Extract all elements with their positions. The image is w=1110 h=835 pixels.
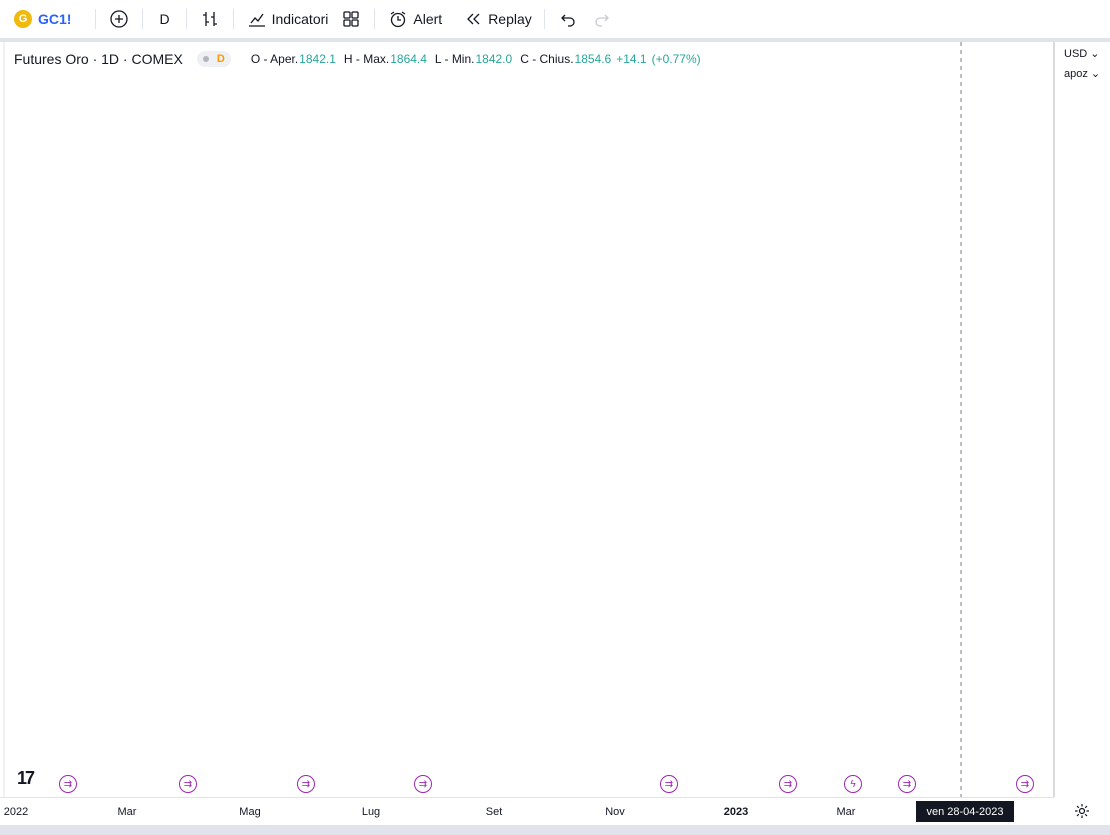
- event-marker-icon[interactable]: ⇉: [59, 775, 77, 793]
- toolbar-divider: [232, 9, 234, 29]
- event-marker-icon[interactable]: ⇉: [297, 775, 315, 793]
- interval-button[interactable]: D: [149, 0, 179, 38]
- layouts-button[interactable]: [334, 0, 368, 38]
- legend-open-value: 1842.1: [299, 52, 336, 66]
- event-marker-icon[interactable]: ⇉: [414, 775, 432, 793]
- indicators-label: Indicatori: [271, 11, 329, 27]
- currency-selector[interactable]: USD ⌄: [1064, 47, 1100, 60]
- chart-legend: Futures Oro · 1D · COMEX D O - Aper. 184…: [14, 49, 701, 69]
- compare-symbol-button[interactable]: [102, 0, 136, 38]
- market-status-badge[interactable]: D: [196, 51, 231, 67]
- legend-low-label: L - Min.: [434, 52, 475, 66]
- legend-low-value: 1842.0: [475, 52, 513, 66]
- replay-button[interactable]: Replay: [456, 0, 538, 38]
- legend-high-value: 1864.4: [390, 52, 427, 66]
- replay-label: Replay: [488, 11, 532, 27]
- currency-label: USD: [1064, 48, 1088, 60]
- toolbar-divider: [95, 9, 97, 29]
- alert-label: Alert: [413, 11, 443, 27]
- lightning-event-icon[interactable]: ϟ: [844, 775, 862, 793]
- event-marker-icon[interactable]: ⇉: [898, 775, 916, 793]
- gear-icon[interactable]: [1074, 803, 1090, 824]
- time-label: 2023: [723, 806, 749, 818]
- alert-button[interactable]: Alert: [381, 0, 448, 38]
- indicators-button[interactable]: Indicatori: [240, 0, 335, 38]
- chart-lines: [960, 42, 962, 797]
- chevron-down-icon: ⌄: [1090, 48, 1100, 60]
- bottom-band: [0, 825, 1110, 835]
- gold-logo-icon: G: [14, 10, 32, 28]
- time-label: Mar: [117, 806, 137, 818]
- event-marker-icon[interactable]: ⇉: [779, 775, 797, 793]
- toolbar-divider: [142, 9, 144, 29]
- symbol-name: GC1!: [38, 11, 72, 27]
- event-marker-icon[interactable]: ⇉: [179, 775, 197, 793]
- undo-icon: [557, 8, 579, 30]
- toolbar-separator-band: [0, 38, 1110, 42]
- time-label: Nov: [605, 806, 625, 818]
- bars-chart-icon: [199, 8, 221, 30]
- legend-close-label: C - Chius.: [520, 52, 574, 66]
- legend-close-value: 1854.6: [574, 52, 612, 66]
- legend-change-value: +14.1: [616, 52, 647, 66]
- toolbar-divider: [543, 9, 545, 29]
- legend-change-pct: (+0.77%): [651, 52, 701, 66]
- redo-icon: [591, 8, 613, 30]
- price-scale-background: [1055, 42, 1110, 797]
- indicators-icon: [246, 8, 268, 30]
- grid-layout-icon: [340, 8, 362, 30]
- unit-label: apoz: [1064, 68, 1088, 80]
- replay-icon: [462, 8, 484, 30]
- price-scale[interactable]: GCJ20231854.61713.41355.0: [996, 42, 1110, 797]
- undo-button[interactable]: [551, 0, 585, 38]
- time-label: Mag: [239, 806, 261, 818]
- legend-title[interactable]: Futures Oro · 1D · COMEX: [14, 51, 183, 67]
- plus-circle-icon: [108, 8, 130, 30]
- event-marker-icon[interactable]: ⇉: [1016, 775, 1034, 793]
- unit-selector[interactable]: apoz ⌄: [1064, 67, 1100, 80]
- time-label: 2022: [3, 806, 29, 818]
- price-chart[interactable]: 2(C)21345(1)AaBb(i)(ii)(iii)(iv)(v)cC(2)…: [0, 42, 1110, 797]
- interval-label: D: [159, 11, 170, 27]
- event-marker-icon[interactable]: ⇉: [660, 775, 678, 793]
- time-label: Lug: [361, 806, 381, 818]
- top-toolbar: G GC1! D Indicatori Alert: [0, 0, 1110, 38]
- tradingview-logo[interactable]: 17: [17, 768, 35, 788]
- legend-open-label: O - Aper.: [250, 52, 299, 66]
- chevron-down-icon: ⌄: [1090, 68, 1101, 80]
- crosshair-date-label: ven 28-04-2023: [916, 801, 1014, 822]
- toolbar-divider: [374, 9, 376, 29]
- time-label: Set: [485, 806, 503, 818]
- symbol-search-button[interactable]: G GC1!: [0, 0, 77, 38]
- time-axis[interactable]: 2022 Mar Mag Lug Set Nov 2023 Mar: [0, 797, 1054, 825]
- chart-type-button[interactable]: [193, 0, 227, 38]
- alarm-clock-icon: [387, 8, 409, 30]
- redo-button[interactable]: [585, 0, 619, 38]
- toolbar-divider: [185, 9, 187, 29]
- time-label: Mar: [836, 806, 856, 818]
- chart-grid: [3, 42, 1055, 797]
- legend-high-label: H - Max.: [343, 52, 390, 66]
